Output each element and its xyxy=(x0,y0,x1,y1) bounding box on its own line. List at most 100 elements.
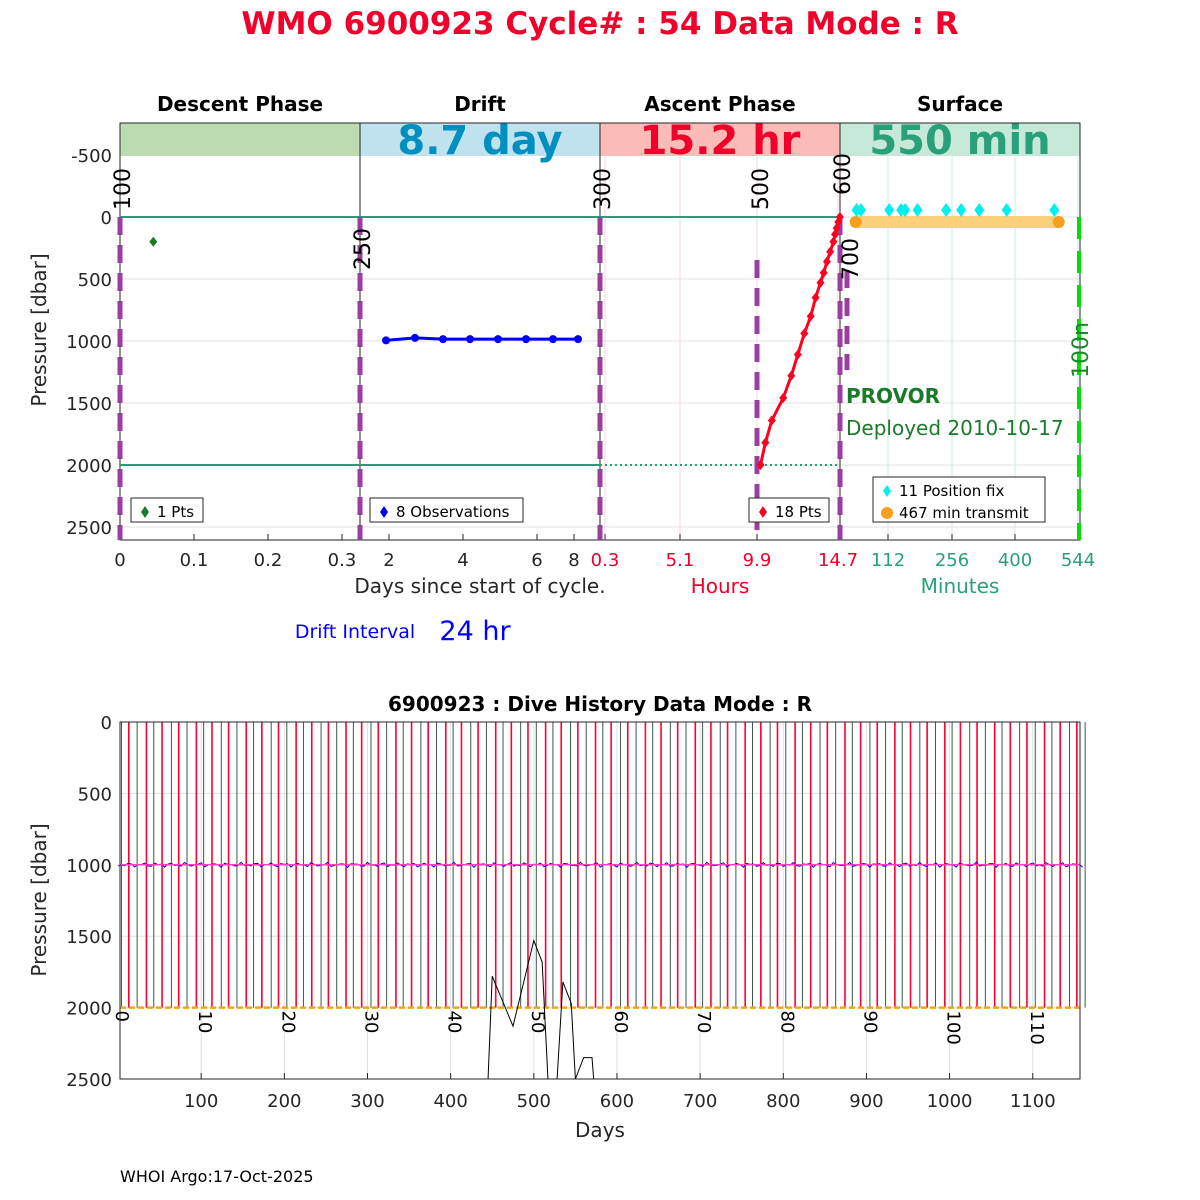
cycle-number-label: 90 xyxy=(859,1010,880,1033)
plot-frame xyxy=(119,721,1081,1080)
position-fix-marker xyxy=(974,203,985,217)
phase-duration: 550 min xyxy=(869,118,1050,164)
figure-title: WMO 6900923 Cycle# : 54 Data Mode : R xyxy=(241,6,958,42)
x-tick-label: 0 xyxy=(114,550,125,571)
y-tick-label: 2000 xyxy=(66,456,112,477)
marker-label: 600 xyxy=(831,153,856,195)
position-fix-marker xyxy=(956,203,967,217)
y-tick-label: 500 xyxy=(78,784,112,805)
y-tick-label: 0 xyxy=(101,208,112,229)
x-tick-label: 0.1 xyxy=(180,550,209,571)
x-tick-label: 400 xyxy=(433,1091,467,1112)
drift-point xyxy=(466,335,474,344)
x-tick-label: 0.3 xyxy=(591,550,620,571)
y-axis-label: Pressure [dbar] xyxy=(27,253,51,406)
marker-label: 100n xyxy=(1069,322,1094,378)
ascent-point xyxy=(826,246,835,257)
x-axis-label: Days xyxy=(575,1118,625,1142)
drift-point xyxy=(549,335,557,344)
ascent-point xyxy=(787,370,796,381)
cycle-number-label: 70 xyxy=(693,1010,714,1033)
ascent-point xyxy=(835,212,844,222)
phase-band-2 xyxy=(600,123,840,156)
legend-label: 8 Observations xyxy=(396,503,510,521)
legend-marker xyxy=(141,506,149,518)
legend-box xyxy=(872,476,1046,523)
x-tick-label: 600 xyxy=(600,1091,634,1112)
cycle-number-label: 40 xyxy=(444,1010,465,1033)
drift-interval-label: Drift Interval xyxy=(295,621,415,643)
ascent-point xyxy=(767,415,776,426)
legend-label: 1 Pts xyxy=(157,503,194,521)
cycle-number-label: 80 xyxy=(776,1010,797,1033)
y-tick-label: 1500 xyxy=(66,394,112,415)
x-tick-label: 200 xyxy=(267,1091,301,1112)
drift-point xyxy=(411,333,419,342)
marker-label: 500 xyxy=(749,168,774,210)
legend-label: 18 Pts xyxy=(775,503,822,521)
drift-point xyxy=(574,335,582,344)
ascent-point xyxy=(806,311,815,322)
x-tick-label: 4 xyxy=(457,550,468,571)
x-tick-label: 700 xyxy=(683,1091,717,1112)
phase-title: Surface xyxy=(917,92,1003,116)
legend-marker xyxy=(759,506,767,518)
x-axis-label: Days since start of cycle. xyxy=(354,574,605,598)
position-fix-marker xyxy=(1049,203,1060,217)
y-axis-label: Pressure [dbar] xyxy=(27,823,51,976)
drift-point xyxy=(439,335,447,344)
phase-duration: 8.7 day xyxy=(397,118,562,164)
x-tick-label: 544 xyxy=(1061,550,1095,571)
cycle-number-label: 50 xyxy=(527,1010,548,1033)
x-tick-label: 900 xyxy=(849,1091,883,1112)
x-tick-label: 6 xyxy=(531,550,542,571)
x-axis-label: Hours xyxy=(691,574,750,598)
ascent-point xyxy=(756,460,765,470)
x-tick-label: 5.1 xyxy=(666,550,695,571)
x-tick-label: 14.7 xyxy=(818,550,858,571)
x-tick-label: 0.3 xyxy=(328,550,357,571)
x-tick-label: 300 xyxy=(350,1091,384,1112)
y-tick-label: 1000 xyxy=(66,332,112,353)
ascent-point xyxy=(822,256,831,267)
marker-label: 300 xyxy=(591,168,616,210)
ascent-point xyxy=(793,349,802,360)
transmit-endpoint xyxy=(1052,216,1065,228)
legend-marker xyxy=(380,506,388,518)
drift-point xyxy=(494,335,502,344)
drift-point xyxy=(522,335,530,344)
phase-band-1 xyxy=(360,123,600,156)
cycle-number-label: 60 xyxy=(610,1010,631,1033)
position-fix-marker xyxy=(900,203,911,217)
legend-label: 11 Position fix xyxy=(899,482,1004,500)
position-fix-marker xyxy=(855,203,866,217)
phase-title: Drift xyxy=(454,92,506,116)
marker-label: 100 xyxy=(111,168,136,210)
x-tick-label: 8 xyxy=(568,550,579,571)
marker-label: 250 xyxy=(351,228,376,270)
legend-marker xyxy=(883,485,891,497)
position-fix-marker xyxy=(941,203,952,217)
legend-label: 467 min transmit xyxy=(899,504,1029,522)
x-tick-label: 9.9 xyxy=(743,550,772,571)
transmit-endpoint xyxy=(849,216,862,228)
cycle-number-label: 20 xyxy=(277,1010,298,1033)
cycle-number-label: 10 xyxy=(194,1010,215,1033)
x-tick-label: 0.2 xyxy=(254,550,283,571)
y-tick-label: 2000 xyxy=(66,999,112,1020)
float-type: PROVOR xyxy=(846,384,940,408)
cycle-number-label: 0 xyxy=(111,1010,132,1021)
ascent-point xyxy=(829,236,838,247)
position-fix-marker xyxy=(884,203,895,217)
ascent-point xyxy=(816,277,825,288)
phase-band-3 xyxy=(840,123,1080,156)
y-tick-label: 1000 xyxy=(66,856,112,877)
marker-label: 700 xyxy=(839,238,864,280)
x-tick-label: 400 xyxy=(998,550,1032,571)
ascent-point xyxy=(819,267,828,278)
y-tick-label: -500 xyxy=(71,146,112,167)
x-tick-label: 100 xyxy=(184,1091,218,1112)
position-fix-marker xyxy=(1001,203,1012,217)
